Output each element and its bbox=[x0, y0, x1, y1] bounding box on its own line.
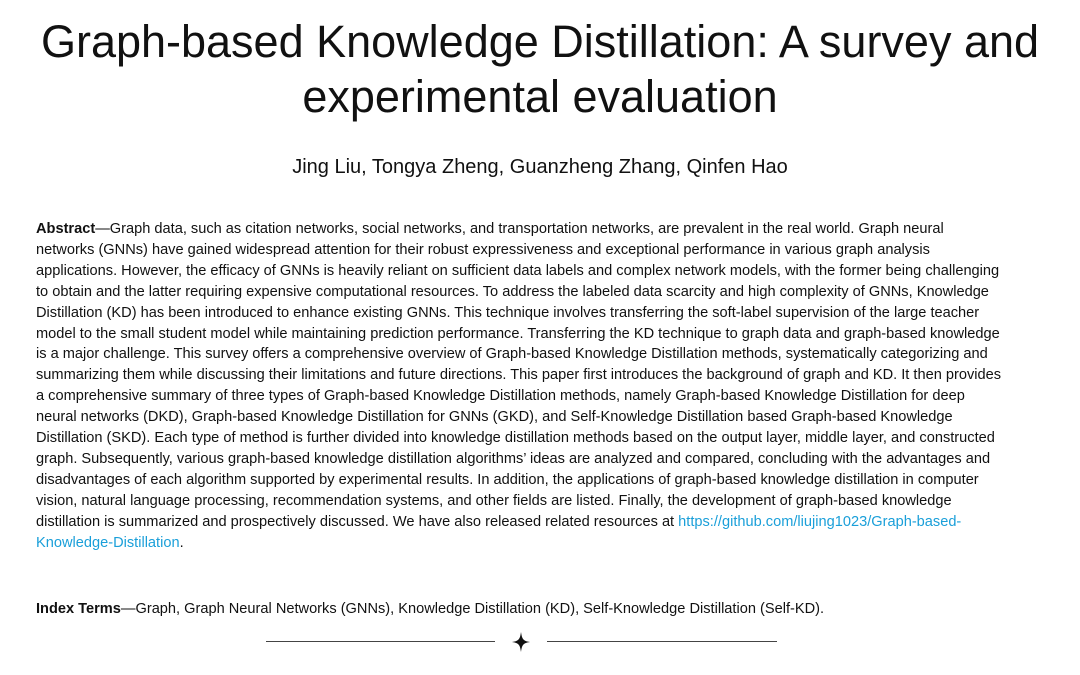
divider-rule-right bbox=[547, 641, 777, 642]
section-divider bbox=[0, 628, 1080, 656]
github-resource-link[interactable]: https://github.com/liujing1023/Graph-bas… bbox=[36, 513, 962, 551]
four-point-star-icon bbox=[512, 632, 530, 652]
abstract-end: . bbox=[179, 534, 184, 551]
index-terms: Index Terms—Graph, Graph Neural Networks… bbox=[36, 599, 1026, 620]
divider-rule-left bbox=[266, 641, 495, 642]
abstract-text: —Graph data, such as citation networks, … bbox=[36, 221, 1002, 530]
index-terms-text: —Graph, Graph Neural Networks (GNNs), Kn… bbox=[120, 601, 825, 617]
abstract-label: Abstract bbox=[36, 221, 96, 237]
index-terms-label: Index Terms bbox=[36, 601, 121, 617]
abstract: Abstract—Graph data, such as citation ne… bbox=[36, 219, 1006, 554]
paper-title: Graph-based Knowledge Distillation: A su… bbox=[40, 16, 1040, 122]
author-list: Jing Liu, Tongya Zheng, Guanzheng Zhang,… bbox=[292, 156, 788, 178]
